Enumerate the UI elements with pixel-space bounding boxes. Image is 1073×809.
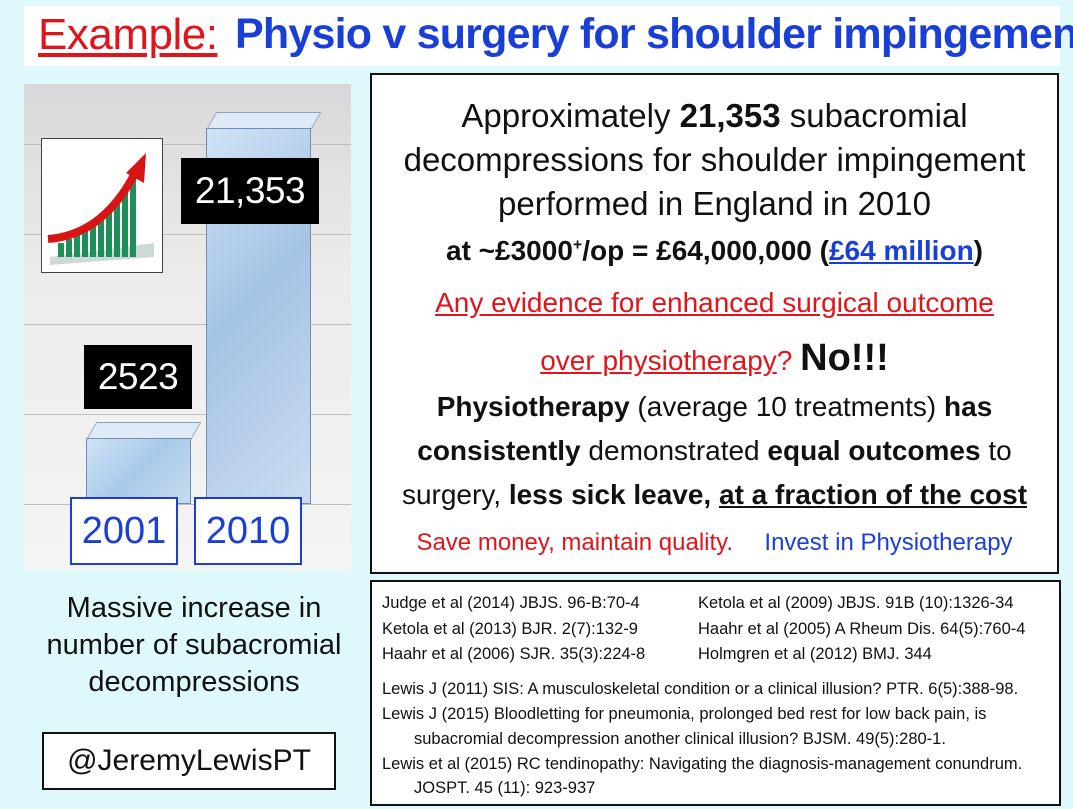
cost-text: ): [973, 235, 983, 266]
evidence-answer: No!!!: [800, 337, 889, 379]
physio-bold-underline: at a fraction of the cost: [719, 479, 1028, 510]
closing-line: Save money, maintain quality. Invest in …: [372, 529, 1057, 557]
reference-item: Ketola et al (2009) JBJS. 91B (10):1326-…: [698, 594, 1014, 612]
physio-line-3: surgery, less sick leave, at a fraction …: [372, 479, 1057, 511]
title-main: Physio v surgery for shoulder impingemen…: [235, 10, 1073, 58]
physio-bold: less sick leave,: [508, 479, 719, 510]
title-example-label: Example:: [38, 10, 218, 59]
grid-line: [24, 144, 351, 145]
chart-caption: Massive increase in number of subacromia…: [24, 590, 364, 701]
evidence-question: ?: [776, 345, 801, 376]
year-label-2001: 2001: [70, 497, 178, 565]
value-label-2010: 21,353: [181, 158, 319, 224]
cost-line: at ~£3000+/op = £64,000,000 (£64 million…: [372, 235, 1057, 267]
stat-number: 21,353: [679, 97, 781, 134]
reference-item: Lewis J (2015) Bloodletting for pneumoni…: [382, 705, 987, 723]
reference-item: subacromial decompression another clinic…: [414, 730, 946, 748]
grid-line: [24, 414, 351, 415]
reference-item: JOSPT. 45 (11): 923-937: [414, 779, 596, 797]
reference-item: Haahr et al (2006) SJR. 35(3):224-8: [382, 645, 646, 663]
title-bar: Example: Physio v surgery for shoulder i…: [24, 6, 1073, 66]
reference-item: Lewis et al (2015) RC tendinopathy: Navi…: [382, 755, 1023, 773]
physio-line-1: Physiotherapy (average 10 treatments) ha…: [372, 391, 1057, 423]
value-label-2001: 2523: [84, 345, 192, 409]
reference-item: Ketola et al (2013) BJR. 2(7):132-9: [382, 620, 638, 638]
cost-sup: +: [572, 236, 583, 254]
stat-line-3: performed in England in 2010: [498, 185, 931, 222]
evidence-text: Any evidence for enhanced surgical outco…: [435, 287, 994, 318]
evidence-line-2: over physiotherapy? No!!!: [372, 337, 1057, 380]
main-text-box: Approximately 21,353 subacromial decompr…: [370, 73, 1059, 574]
references-box: Judge et al (2014) JBJS. 96-B:70-4 Ketol…: [370, 580, 1061, 806]
physio-text: to: [980, 435, 1012, 466]
growth-chart-arrow-icon: [41, 138, 163, 273]
grid-line: [24, 234, 351, 235]
physio-line-2: consistently demonstrated equal outcomes…: [372, 435, 1057, 467]
twitter-handle: @JeremyLewisPT: [42, 732, 336, 790]
evidence-text: over physiotherapy: [540, 345, 777, 376]
stat-text: Approximately: [461, 97, 680, 134]
physio-text: surgery,: [401, 479, 509, 510]
evidence-line-1: Any evidence for enhanced surgical outco…: [372, 287, 1057, 319]
cost-highlight: £64 million: [828, 235, 974, 266]
invest-text: Invest in Physiotherapy: [764, 529, 1013, 556]
physio-text: demonstrated: [580, 435, 768, 466]
reference-item: Judge et al (2014) JBJS. 96-B:70-4: [382, 594, 640, 612]
reference-item: Lewis J (2011) SIS: A musculoskeletal co…: [382, 680, 1019, 698]
cost-text: /op = £64,000,000 (: [582, 235, 829, 266]
physio-bold: equal outcomes: [767, 435, 981, 466]
save-money-text: Save money, maintain quality.: [416, 529, 734, 556]
stat-line-1: Approximately 21,353 subacromial: [372, 97, 1057, 135]
year-label-2010: 2010: [194, 497, 302, 565]
grid-line: [24, 504, 351, 505]
stat-line-2: decompressions for shoulder impingement: [403, 141, 1026, 178]
reference-item: Holmgren et al (2012) BMJ. 344: [698, 645, 932, 663]
reference-item: Haahr et al (2005) A Rheum Dis. 64(5):76…: [698, 620, 1026, 638]
caption-line: Massive increase in: [66, 592, 322, 624]
stat-text: subacromial: [780, 97, 968, 134]
bar-2001: [86, 438, 191, 504]
cost-text: at ~£3000: [446, 235, 573, 266]
physio-text: (average 10 treatments): [629, 391, 945, 422]
caption-line: decompressions: [88, 666, 300, 698]
physio-bold: has: [944, 391, 993, 422]
physio-bold: consistently: [417, 435, 581, 466]
grid-line: [24, 324, 351, 325]
physio-bold: Physiotherapy: [436, 391, 630, 422]
caption-line: number of subacromial: [46, 629, 342, 661]
